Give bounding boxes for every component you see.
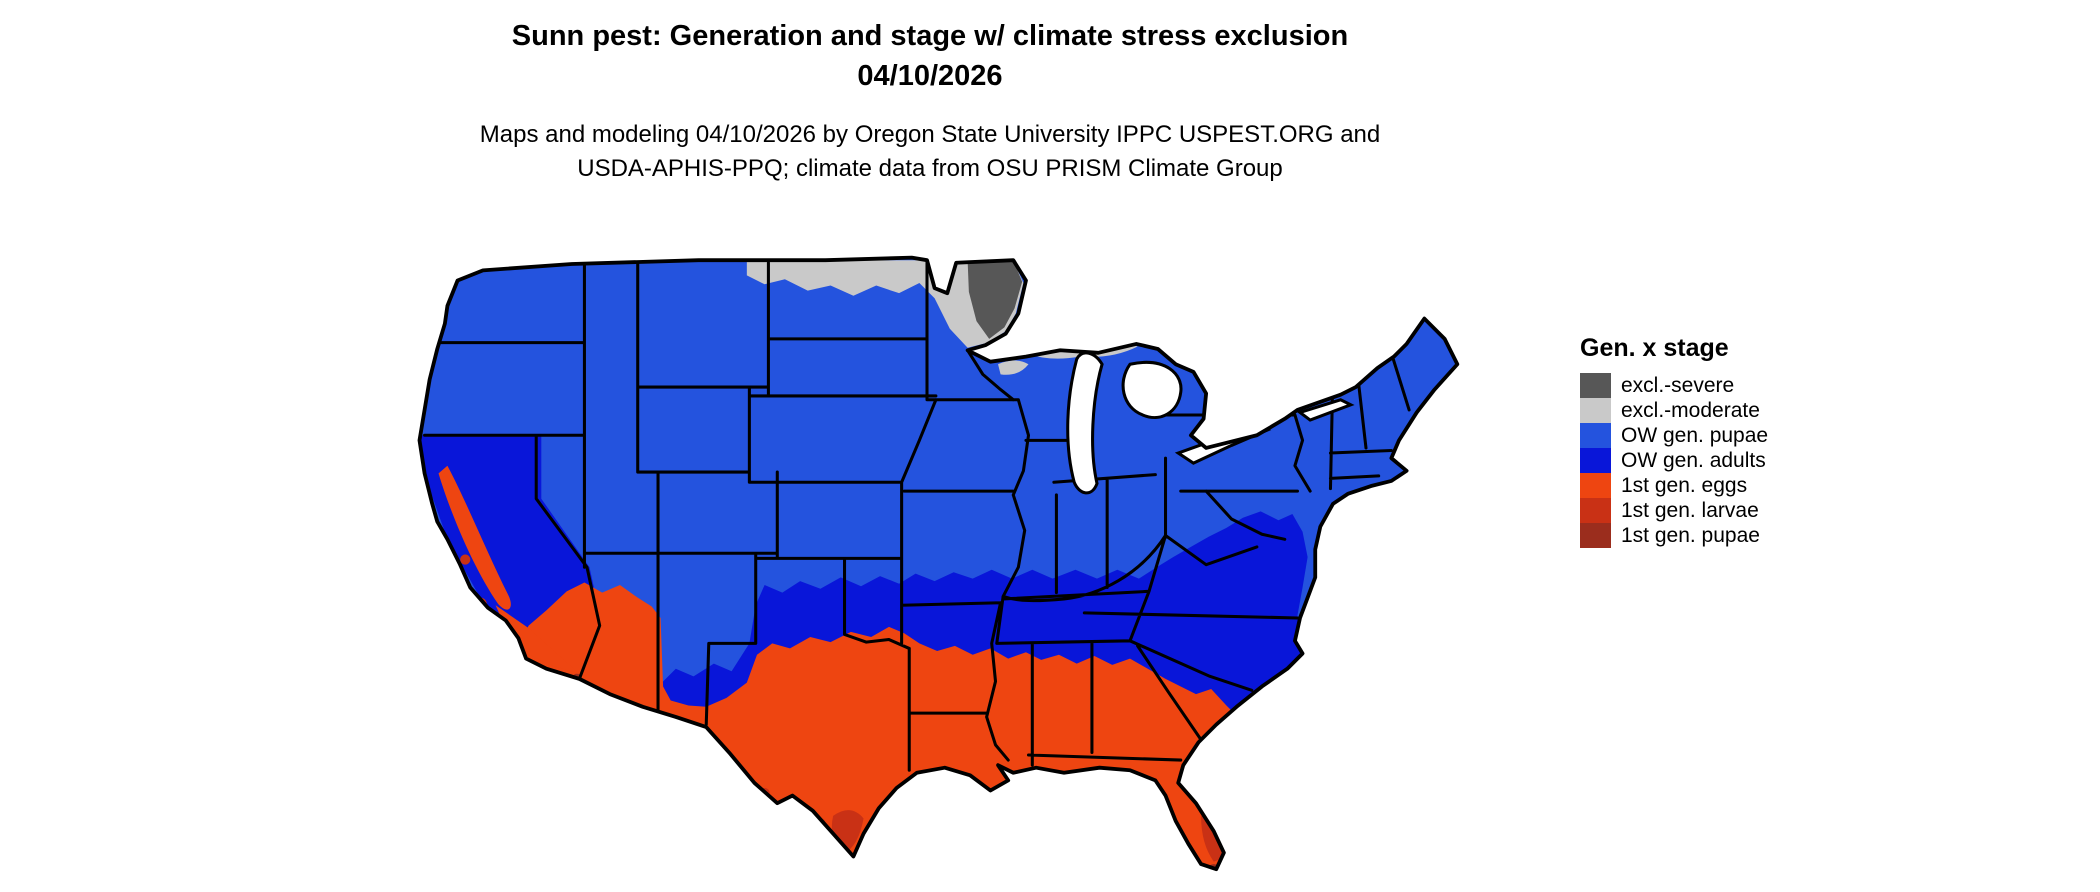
region-eggs-ca-south [495, 605, 580, 674]
legend-swatch-larvae [1580, 498, 1611, 523]
legend-swatch-ow-pupae [1580, 423, 1611, 448]
legend-swatch-excl-severe [1580, 373, 1611, 398]
us-map-svg [417, 255, 1460, 872]
legend-item: 1st gen. eggs [1580, 473, 1840, 498]
legend-swatch-pupae [1580, 523, 1611, 548]
legend-label: 1st gen. eggs [1621, 473, 1748, 497]
title-block: Sunn pest: Generation and stage w/ clima… [0, 16, 1860, 96]
lake-michigan [1066, 351, 1104, 495]
legend-label: 1st gen. pupae [1621, 523, 1760, 547]
page-title: Sunn pest: Generation and stage w/ clima… [511, 20, 1349, 52]
region-excl-moderate [746, 260, 1138, 375]
legend-label: 1st gen. larvae [1621, 498, 1759, 522]
page-subtitle-line2: USDA-APHIS-PPQ; climate data from OSU PR… [577, 155, 1283, 182]
us-outline [417, 255, 1460, 872]
legend-swatch-eggs [1580, 473, 1611, 498]
legend-title: Gen. x stage [1580, 334, 1729, 362]
region-eggs-ca-valley [438, 465, 511, 610]
legend-item: excl.-moderate [1580, 398, 1840, 423]
legend-swatch-excl-moderate [1580, 398, 1611, 423]
legend-label: OW gen. adults [1621, 448, 1766, 472]
region-excl-severe [929, 260, 1023, 339]
state-borders [423, 258, 1411, 772]
legend: Gen. x stage excl.-severe excl.-moderate… [1580, 334, 1840, 548]
legend-label: excl.-severe [1621, 373, 1735, 397]
lake-ontario [1296, 398, 1355, 422]
legend-item: OW gen. adults [1580, 448, 1840, 473]
legend-item: 1st gen. pupae [1580, 523, 1840, 548]
legend-swatch-ow-adults [1580, 448, 1611, 473]
subtitle-block: Maps and modeling 04/10/2026 by Oregon S… [0, 118, 1860, 186]
legend-label: excl.-moderate [1621, 398, 1760, 422]
us-map [318, 222, 1536, 882]
legend-item: OW gen. pupae [1580, 423, 1840, 448]
legend-label: OW gen. pupae [1621, 423, 1769, 447]
legend-item: excl.-severe [1580, 373, 1840, 398]
page-subtitle-line1: Maps and modeling 04/10/2026 by Oregon S… [479, 121, 1381, 148]
page-title-date: 04/10/2026 [857, 60, 1003, 92]
legend-item: 1st gen. larvae [1580, 498, 1840, 523]
lake-huron [1121, 361, 1183, 419]
